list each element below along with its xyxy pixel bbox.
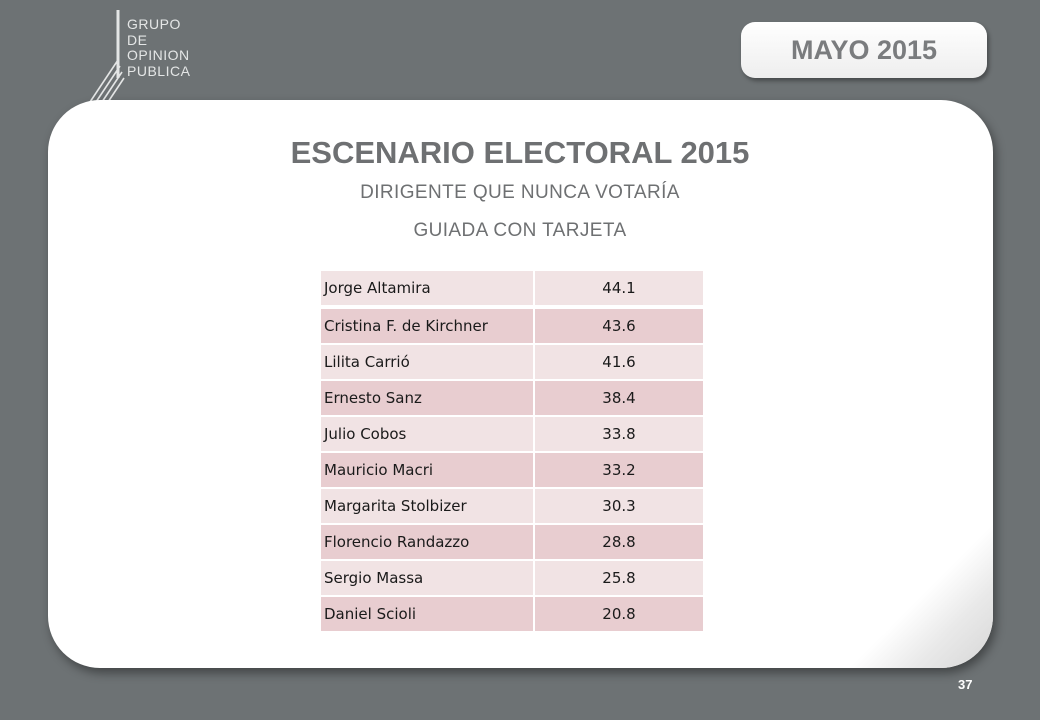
candidate-value: 28.8 <box>602 533 636 551</box>
table-row: Cristina F. de Kirchner 43.6 <box>321 309 703 343</box>
page-title: ESCENARIO ELECTORAL 2015 <box>290 135 750 170</box>
page-curl <box>823 518 993 668</box>
candidate-name: Cristina F. de Kirchner <box>321 309 535 343</box>
candidate-value: 33.8 <box>602 425 636 443</box>
candidate-name: Mauricio Macri <box>321 453 535 487</box>
candidate-value: 30.3 <box>602 497 636 515</box>
candidate-value: 44.1 <box>602 279 636 297</box>
candidate-value: 25.8 <box>602 569 636 587</box>
candidate-name: Julio Cobos <box>321 417 535 451</box>
table-row: Lilita Carrió 41.6 <box>321 345 703 379</box>
page-subtitle: DIRIGENTE QUE NUNCA VOTARÍA <box>360 182 680 203</box>
logo: GRUPO DE OPINION PUBLICA <box>88 10 218 105</box>
logo-line: GRUPO <box>127 16 181 32</box>
table-row: Daniel Scioli 20.8 <box>321 597 703 631</box>
page-subtitle-secondary: GUIADA CON TARJETA <box>413 220 627 241</box>
candidate-name: Lilita Carrió <box>321 345 535 379</box>
candidate-name: Ernesto Sanz <box>321 381 535 415</box>
candidate-value: 20.8 <box>602 605 636 623</box>
logo-line: DE <box>127 31 148 48</box>
candidate-value: 33.2 <box>602 461 636 479</box>
candidate-name: Jorge Altamira <box>321 271 535 305</box>
candidate-value: 41.6 <box>602 353 636 371</box>
table-row: Florencio Randazzo 28.8 <box>321 525 703 559</box>
table-row: Julio Cobos 33.8 <box>321 417 703 451</box>
table-row: Ernesto Sanz 38.4 <box>321 381 703 415</box>
candidate-name: Sergio Massa <box>321 561 535 595</box>
logo-line: PUBLICA <box>127 62 191 79</box>
table-row: Sergio Massa 25.8 <box>321 561 703 595</box>
candidate-name: Margarita Stolbizer <box>321 489 535 523</box>
page-number: 37 <box>958 677 973 692</box>
results-table: Jorge Altamira 44.1 Cristina F. de Kirch… <box>321 271 703 633</box>
date-badge: MAYO 2015 <box>741 22 987 78</box>
logo-wordmark: GRUPO DE OPINION PUBLICA <box>127 16 191 79</box>
candidate-name: Daniel Scioli <box>321 597 535 631</box>
candidate-value: 43.6 <box>602 317 636 335</box>
table-row: Mauricio Macri 33.2 <box>321 453 703 487</box>
logo-mark-icon <box>89 10 125 103</box>
logo-line: OPINION <box>127 47 190 63</box>
table-row: Jorge Altamira 44.1 <box>321 271 703 307</box>
candidate-value: 38.4 <box>602 389 636 407</box>
candidate-name: Florencio Randazzo <box>321 525 535 559</box>
table-row: Margarita Stolbizer 30.3 <box>321 489 703 523</box>
